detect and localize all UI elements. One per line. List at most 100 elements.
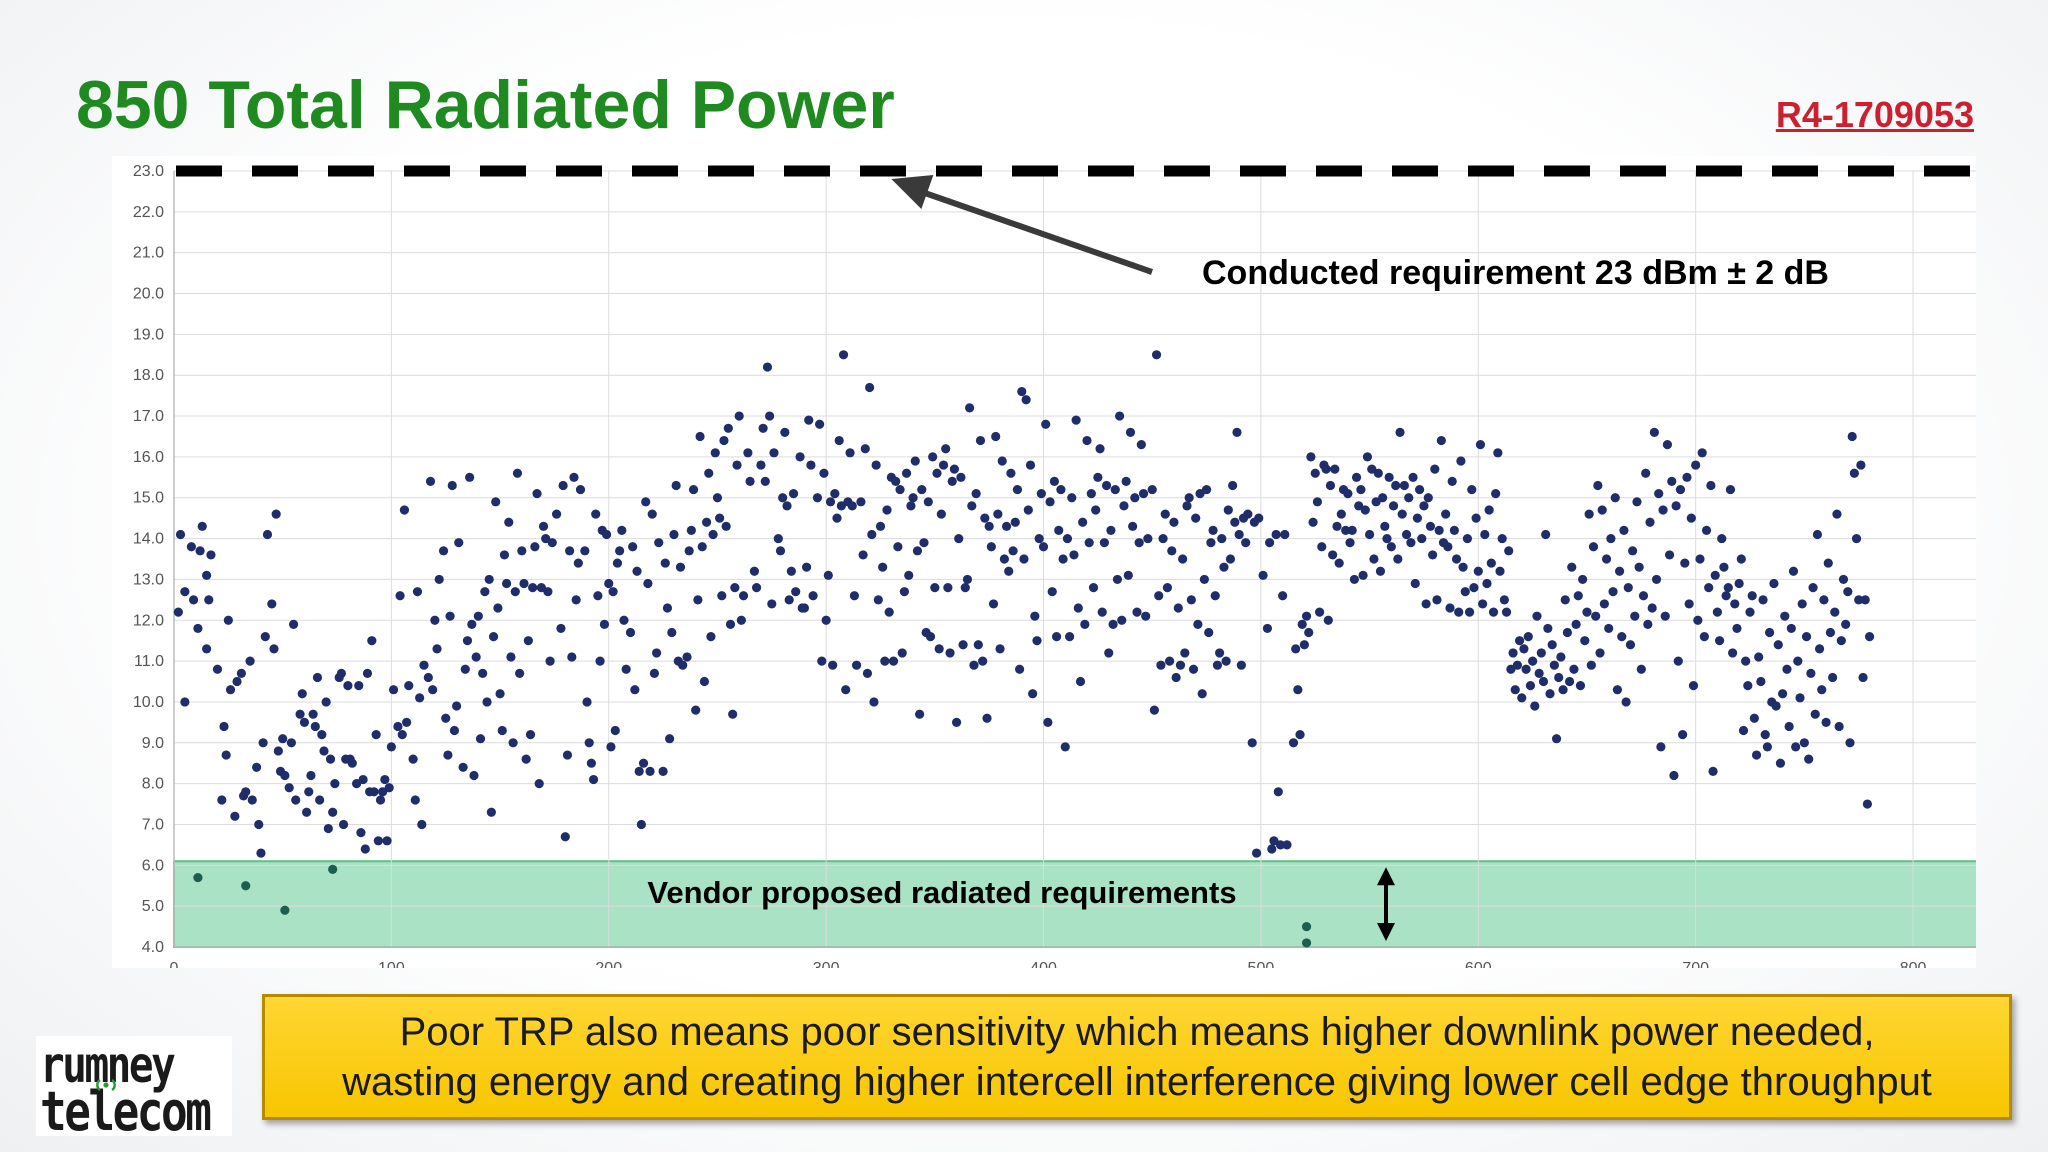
data-point — [1130, 493, 1140, 503]
data-point — [1254, 513, 1264, 523]
data-point — [1088, 582, 1099, 593]
document-reference-link[interactable]: R4-1709053 — [1775, 94, 1974, 135]
data-point — [1417, 533, 1427, 544]
data-point — [1430, 464, 1440, 474]
data-point — [575, 484, 586, 495]
data-point — [336, 668, 346, 678]
data-point — [760, 476, 770, 486]
data-point — [1158, 533, 1168, 544]
data-point — [978, 656, 988, 666]
data-point — [1636, 664, 1646, 674]
data-point — [1301, 611, 1312, 621]
data-point — [278, 734, 288, 744]
data-point — [486, 807, 496, 817]
data-point — [888, 656, 899, 666]
logo-line-2: telecom — [40, 1080, 212, 1143]
data-point — [1654, 489, 1664, 499]
data-point — [895, 484, 905, 495]
data-point — [630, 685, 640, 695]
data-point — [1610, 493, 1620, 503]
data-point — [206, 550, 216, 560]
data-point — [925, 632, 936, 642]
data-point — [732, 460, 742, 470]
data-point — [1182, 501, 1192, 511]
data-point — [1138, 489, 1149, 499]
data-point — [1375, 566, 1386, 576]
annotation-arrow-head — [891, 175, 934, 209]
data-point — [1628, 546, 1638, 556]
data-point-in-band — [280, 905, 290, 915]
data-point — [856, 497, 866, 507]
data-point — [225, 685, 236, 695]
data-point — [328, 807, 338, 817]
data-point — [1356, 484, 1366, 495]
data-point — [1491, 489, 1501, 499]
data-point — [762, 362, 773, 372]
data-point — [1691, 460, 1701, 470]
data-point — [1230, 517, 1240, 527]
x-tick-label: 300 — [813, 960, 840, 968]
data-point — [1065, 632, 1075, 642]
data-point — [258, 738, 268, 748]
data-point — [528, 582, 538, 593]
data-point — [1621, 697, 1631, 707]
data-point — [912, 546, 923, 556]
data-point — [619, 615, 629, 625]
data-point — [904, 570, 914, 580]
data-point — [188, 595, 199, 605]
data-point — [312, 672, 323, 683]
y-tick-label: 12.0 — [133, 612, 164, 629]
data-point — [1423, 493, 1433, 503]
callout-line-1: Poor TRP also means poor sensitivity whi… — [399, 1010, 1875, 1054]
data-point — [671, 480, 681, 491]
data-point — [1475, 440, 1486, 450]
data-point — [1015, 664, 1025, 674]
data-point — [1614, 566, 1625, 576]
data-point — [397, 730, 407, 740]
data-point — [1408, 472, 1418, 482]
data-point — [1508, 648, 1518, 658]
data-point — [1447, 476, 1457, 486]
data-point — [1223, 505, 1233, 515]
data-point — [693, 595, 703, 605]
data-point — [443, 750, 453, 760]
data-point — [841, 685, 851, 695]
data-point — [425, 476, 436, 486]
data-point — [743, 448, 753, 458]
data-point — [975, 435, 986, 446]
data-point — [865, 382, 875, 393]
data-point — [1032, 636, 1042, 646]
data-point — [1106, 525, 1116, 536]
data-point — [369, 787, 379, 797]
data-point — [580, 546, 590, 556]
data-point — [675, 562, 686, 572]
data-point — [1251, 848, 1262, 858]
data-point — [773, 533, 783, 544]
data-point — [1271, 529, 1281, 540]
data-point — [1780, 611, 1790, 621]
data-point — [901, 468, 912, 478]
data-point — [1462, 533, 1473, 544]
data-point — [1312, 497, 1323, 507]
data-point — [193, 623, 203, 634]
data-point — [1075, 676, 1086, 687]
data-point — [1215, 648, 1225, 658]
data-point — [1851, 533, 1862, 544]
data-point — [1358, 570, 1368, 580]
data-point — [419, 660, 429, 670]
data-point — [1436, 435, 1446, 446]
data-point — [1828, 672, 1838, 683]
x-tick-label: 600 — [1465, 960, 1492, 968]
data-point — [430, 615, 440, 625]
data-point — [543, 587, 553, 597]
data-point — [432, 644, 442, 654]
data-point — [1071, 415, 1081, 425]
data-point — [1391, 480, 1401, 491]
data-point — [1747, 591, 1757, 601]
data-point — [471, 652, 481, 662]
data-point — [488, 632, 499, 642]
data-point — [982, 713, 992, 723]
data-point — [947, 476, 957, 486]
data-point — [1199, 574, 1209, 585]
data-point — [1021, 395, 1031, 405]
